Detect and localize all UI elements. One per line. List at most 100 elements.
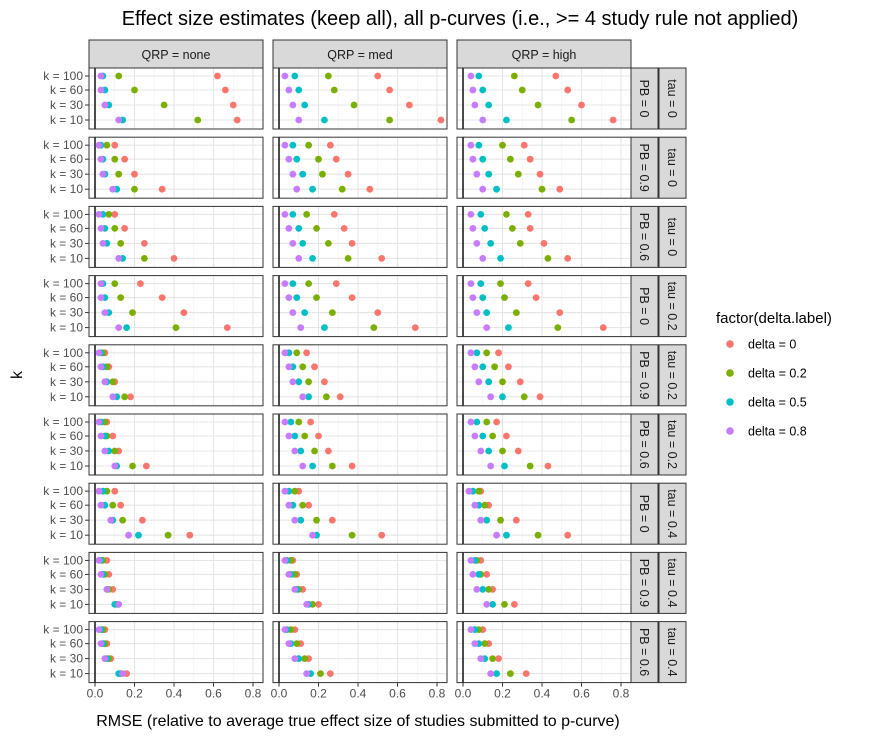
data-point — [291, 586, 299, 593]
panel-points — [465, 487, 572, 539]
data-point — [297, 516, 305, 524]
tau-strip-label: tau = 0.2 — [665, 351, 679, 400]
data-point — [324, 240, 332, 247]
x-tick-label: 0.4 — [350, 687, 367, 701]
data-point — [214, 72, 221, 80]
panel-points — [281, 211, 386, 262]
panel-points — [281, 557, 322, 608]
data-point — [534, 101, 542, 109]
data-point — [411, 324, 419, 331]
panel-points — [467, 211, 572, 262]
y-tick-label: k = 30 — [50, 306, 83, 320]
panel-border — [272, 205, 448, 268]
panel-border — [88, 551, 264, 614]
data-point — [285, 225, 293, 232]
data-point — [281, 72, 289, 80]
data-point — [475, 378, 483, 386]
data-point — [505, 324, 512, 331]
data-point — [510, 601, 518, 608]
panel-border — [456, 551, 632, 614]
legend-key — [726, 427, 734, 435]
data-point — [285, 571, 293, 578]
data-point — [479, 185, 487, 193]
data-point — [158, 294, 166, 301]
data-point — [281, 418, 289, 426]
data-point — [311, 447, 318, 455]
data-point — [475, 72, 483, 80]
panel-background — [273, 621, 447, 683]
data-point — [160, 101, 168, 109]
data-point — [370, 324, 378, 331]
x-axis-title: RMSE (relative to average true effect si… — [96, 713, 620, 730]
panel-points — [281, 72, 445, 124]
panel-border — [456, 275, 632, 338]
data-point — [324, 447, 332, 455]
data-point — [499, 447, 506, 455]
data-point — [281, 211, 289, 218]
data-point — [477, 447, 485, 455]
data-point — [299, 462, 307, 470]
data-point — [295, 418, 303, 426]
panel-border — [456, 621, 632, 684]
data-point — [483, 324, 491, 331]
data-point — [291, 432, 299, 440]
data-point — [293, 185, 301, 193]
legend-key — [726, 398, 734, 406]
data-point — [485, 586, 493, 593]
data-point — [469, 155, 477, 163]
panel-points — [467, 557, 518, 608]
legend-label: delta = 0.2 — [748, 367, 807, 381]
y-tick-label: k = 60 — [50, 291, 83, 305]
data-point — [186, 531, 194, 539]
data-point — [233, 116, 241, 124]
facet-panel — [456, 551, 632, 614]
tau-strip — [658, 551, 687, 614]
data-point — [489, 601, 497, 608]
facet-panel — [456, 621, 632, 684]
data-point — [503, 531, 510, 539]
data-point — [477, 516, 485, 524]
data-point — [495, 655, 502, 662]
data-point — [309, 185, 316, 193]
data-point — [405, 101, 413, 109]
data-point — [295, 225, 303, 232]
data-point — [437, 116, 445, 124]
data-point — [95, 626, 103, 633]
pb-strip — [630, 344, 659, 407]
data-point — [483, 571, 491, 578]
data-point — [326, 670, 334, 677]
data-point — [536, 170, 544, 178]
data-point — [293, 349, 301, 357]
facet-panels — [88, 67, 632, 684]
data-point — [309, 255, 316, 262]
panel-border — [88, 344, 264, 407]
panel-border — [272, 136, 448, 199]
facet-panel — [272, 621, 448, 684]
facet-panel — [456, 482, 632, 545]
data-point — [109, 185, 117, 193]
panel-border — [88, 205, 264, 268]
y-tick-label: k = 60 — [50, 221, 83, 235]
data-point — [299, 363, 307, 371]
tau-strip-label: tau = 0.2 — [665, 282, 679, 331]
data-point — [350, 101, 358, 109]
data-point — [321, 116, 328, 124]
data-point — [479, 86, 487, 94]
panel-border — [272, 344, 448, 407]
data-point — [289, 280, 297, 287]
panel-border — [456, 344, 632, 407]
data-point — [281, 626, 289, 633]
y-tick-label: k = 60 — [50, 360, 83, 374]
panel-border — [88, 67, 264, 130]
data-point — [467, 418, 475, 426]
data-point — [97, 225, 105, 232]
data-point — [119, 516, 127, 524]
data-point — [485, 447, 493, 455]
data-point — [97, 155, 105, 163]
x-tick-label: 0.8 — [613, 687, 630, 701]
data-point — [301, 101, 309, 109]
x-tick-label: 0.8 — [429, 687, 446, 701]
data-point — [332, 280, 340, 287]
data-point — [467, 211, 475, 218]
data-point — [522, 670, 530, 677]
